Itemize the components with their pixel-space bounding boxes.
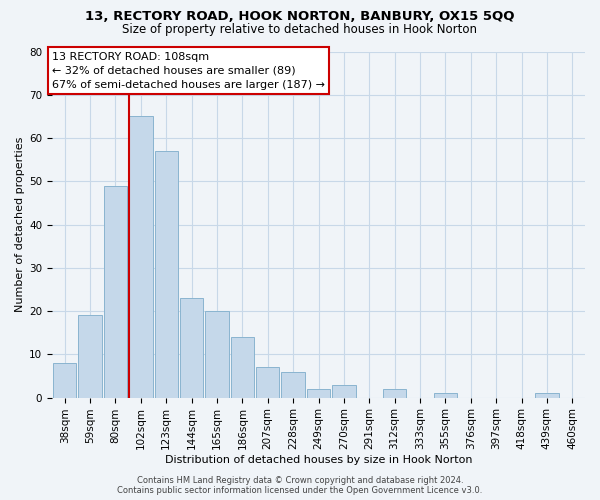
Text: 13 RECTORY ROAD: 108sqm
← 32% of detached houses are smaller (89)
67% of semi-de: 13 RECTORY ROAD: 108sqm ← 32% of detache… <box>52 52 325 90</box>
Bar <box>104 186 127 398</box>
Bar <box>129 116 152 398</box>
Bar <box>307 389 330 398</box>
Bar <box>180 298 203 398</box>
Bar <box>256 368 280 398</box>
Bar <box>434 394 457 398</box>
Bar <box>205 311 229 398</box>
X-axis label: Distribution of detached houses by size in Hook Norton: Distribution of detached houses by size … <box>165 455 472 465</box>
Bar <box>53 363 76 398</box>
Bar <box>155 151 178 398</box>
Y-axis label: Number of detached properties: Number of detached properties <box>15 137 25 312</box>
Text: 13, RECTORY ROAD, HOOK NORTON, BANBURY, OX15 5QQ: 13, RECTORY ROAD, HOOK NORTON, BANBURY, … <box>85 10 515 23</box>
Bar <box>281 372 305 398</box>
Bar <box>230 337 254 398</box>
Bar <box>383 389 406 398</box>
Bar <box>535 394 559 398</box>
Bar <box>79 316 102 398</box>
Text: Contains HM Land Registry data © Crown copyright and database right 2024.
Contai: Contains HM Land Registry data © Crown c… <box>118 476 482 495</box>
Bar <box>332 384 356 398</box>
Text: Size of property relative to detached houses in Hook Norton: Size of property relative to detached ho… <box>122 22 478 36</box>
